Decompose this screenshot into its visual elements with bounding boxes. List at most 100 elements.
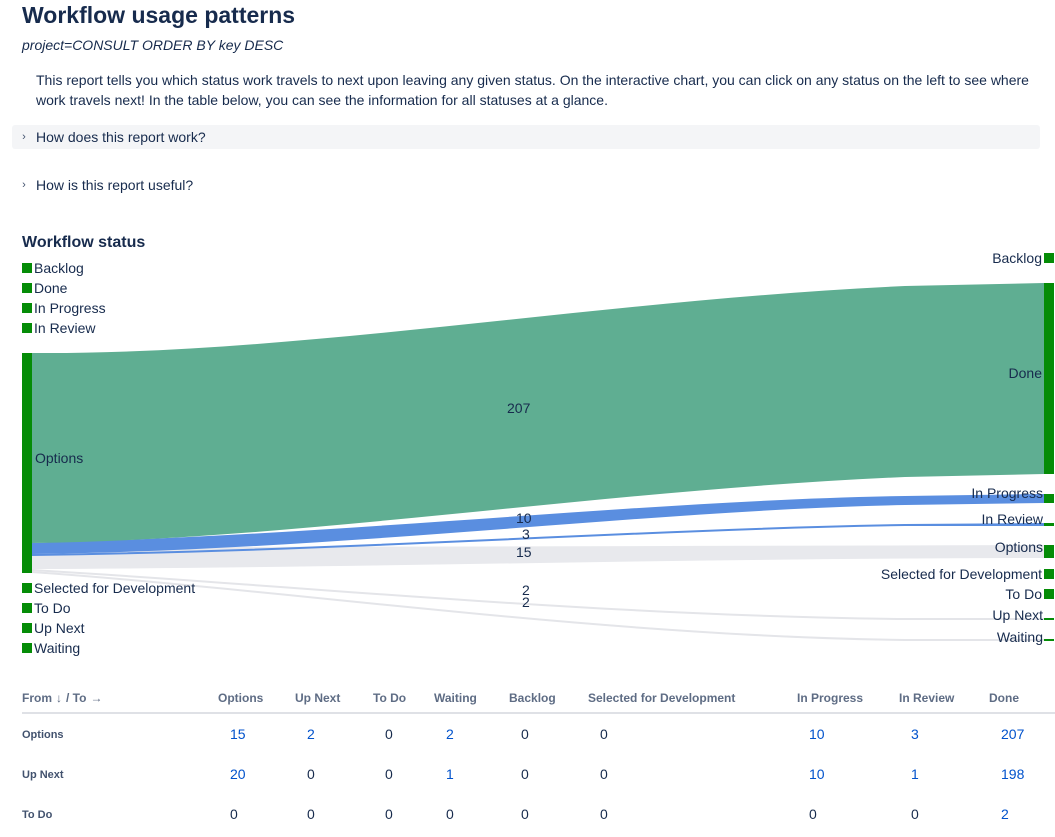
- node-options-target[interactable]: [1044, 545, 1054, 558]
- cell-options-in-review[interactable]: 3: [911, 726, 919, 742]
- cell-to-do-in-progress: 0: [809, 806, 817, 822]
- cell-up-next-selected-for-development: 0: [600, 766, 608, 782]
- page-title: Workflow usage patterns: [22, 2, 296, 28]
- cell-to-do-up-next: 0: [307, 806, 315, 822]
- how-works-expander[interactable]: › How does this report work?: [12, 125, 1040, 149]
- table-header-divider: [22, 712, 1055, 714]
- source-node-label: Options: [35, 450, 83, 466]
- status-label: Up Next: [34, 620, 85, 636]
- status-label: Selected for Development: [880, 566, 1042, 582]
- status-label: Selected for Development: [34, 580, 196, 596]
- cell-to-do-done[interactable]: 2: [1001, 806, 1009, 822]
- status-label: Options: [994, 539, 1043, 555]
- arrow-right-icon: →: [90, 691, 103, 705]
- cell-options-done[interactable]: 207: [1001, 726, 1025, 742]
- flow-value-in-progress: 10: [516, 510, 532, 526]
- right-status-up-next[interactable]: Up Next: [992, 606, 1043, 624]
- status-swatch: [1044, 589, 1054, 599]
- cell-to-do-to-do: 0: [385, 806, 393, 822]
- cell-options-backlog: 0: [521, 726, 529, 742]
- flow-options-to-done[interactable]: [32, 283, 1044, 543]
- cell-options-up-next[interactable]: 2: [307, 726, 315, 742]
- status-label: In Progress: [971, 485, 1043, 501]
- node-in-review-target[interactable]: [1044, 523, 1054, 526]
- left-status-in-review[interactable]: In Review: [22, 319, 95, 337]
- node-done-target[interactable]: [1044, 283, 1054, 474]
- to-label: / To: [66, 691, 87, 705]
- status-swatch: [22, 323, 32, 333]
- chart-section-title: Workflow status: [22, 234, 146, 251]
- col-header-done[interactable]: Done: [989, 691, 1019, 705]
- status-label: In Review: [981, 511, 1043, 527]
- cell-to-do-waiting: 0: [446, 806, 454, 822]
- status-label: Waiting: [34, 640, 81, 656]
- node-up-next-target[interactable]: [1044, 618, 1054, 620]
- cell-up-next-to-do: 0: [385, 766, 393, 782]
- cell-up-next-in-review[interactable]: 1: [911, 766, 919, 782]
- node-options-source[interactable]: [22, 353, 32, 573]
- how-works-label: How does this report work?: [36, 129, 206, 145]
- col-header-in-review[interactable]: In Review: [899, 691, 955, 705]
- left-status-selected-for-development[interactable]: Selected for Development: [22, 579, 195, 597]
- status-label: To Do: [34, 600, 71, 616]
- col-header-backlog[interactable]: Backlog: [509, 691, 556, 705]
- cell-up-next-done[interactable]: 198: [1001, 766, 1025, 782]
- right-status-selected-for-development[interactable]: Selected for Development: [881, 565, 1054, 583]
- row-label-up-next: Up Next: [22, 769, 64, 781]
- status-swatch: [22, 603, 32, 613]
- right-status-in-review[interactable]: In Review: [982, 510, 1043, 528]
- col-header-selected-for-development[interactable]: Selected for Development: [588, 691, 736, 705]
- cell-options-waiting[interactable]: 2: [446, 726, 454, 742]
- col-header-in-progress[interactable]: In Progress: [797, 691, 864, 705]
- flow-value-up-next: 2: [522, 582, 530, 598]
- cell-up-next-waiting[interactable]: 1: [446, 766, 454, 782]
- status-label: To Do: [1005, 586, 1042, 602]
- right-status-done[interactable]: Done: [1009, 364, 1042, 382]
- how-useful-expander[interactable]: › How is this report useful?: [12, 173, 1040, 197]
- cell-to-do-selected-for-development: 0: [600, 806, 608, 822]
- col-header-options[interactable]: Options: [218, 691, 264, 705]
- right-status-in-progress[interactable]: In Progress: [971, 484, 1043, 502]
- flow-options-to-in-progress[interactable]: [32, 494, 1044, 554]
- status-label: Up Next: [992, 607, 1043, 623]
- col-header-up-next[interactable]: Up Next: [295, 691, 341, 705]
- left-status-backlog[interactable]: Backlog: [22, 259, 84, 277]
- flow-value-options: 15: [516, 544, 532, 560]
- from-to-header: From ↓ / To →: [22, 684, 102, 712]
- cell-options-options[interactable]: 15: [230, 726, 246, 742]
- right-status-to-do[interactable]: To Do: [1005, 585, 1054, 603]
- node-in-progress-target[interactable]: [1044, 494, 1054, 503]
- status-swatch: [22, 583, 32, 593]
- cell-to-do-backlog: 0: [521, 806, 529, 822]
- col-header-waiting[interactable]: Waiting: [434, 691, 477, 705]
- cell-options-in-progress[interactable]: 10: [809, 726, 825, 742]
- flow-options-to-in-review[interactable]: [32, 523, 1044, 556]
- flow-options-to-options[interactable]: [32, 545, 1044, 569]
- left-status-done[interactable]: Done: [22, 279, 67, 297]
- right-status-options[interactable]: Options: [995, 538, 1043, 556]
- cell-up-next-backlog: 0: [521, 766, 529, 782]
- left-status-in-progress[interactable]: In Progress: [22, 299, 106, 317]
- status-swatch: [22, 643, 32, 653]
- left-status-to-do[interactable]: To Do: [22, 599, 71, 617]
- right-status-backlog[interactable]: Backlog: [992, 249, 1054, 267]
- row-label-options: Options: [22, 729, 64, 741]
- status-swatch: [1044, 569, 1054, 579]
- chevron-right-icon: ›: [22, 131, 26, 143]
- node-waiting-target[interactable]: [1044, 639, 1054, 641]
- flow-value-in-review: 3: [522, 526, 530, 542]
- cell-up-next-in-progress[interactable]: 10: [809, 766, 825, 782]
- status-label: Backlog: [992, 250, 1042, 266]
- flow-value-done: 207: [507, 400, 531, 416]
- left-status-up-next[interactable]: Up Next: [22, 619, 85, 637]
- status-swatch: [22, 283, 32, 293]
- cell-up-next-options[interactable]: 20: [230, 766, 246, 782]
- status-label: Backlog: [34, 260, 84, 276]
- from-label: From: [22, 691, 52, 705]
- how-useful-label: How is this report useful?: [36, 177, 194, 193]
- left-status-waiting[interactable]: Waiting: [22, 639, 80, 657]
- col-header-to-do[interactable]: To Do: [373, 691, 407, 705]
- status-label: Done: [1008, 365, 1042, 381]
- right-status-waiting[interactable]: Waiting: [997, 628, 1043, 646]
